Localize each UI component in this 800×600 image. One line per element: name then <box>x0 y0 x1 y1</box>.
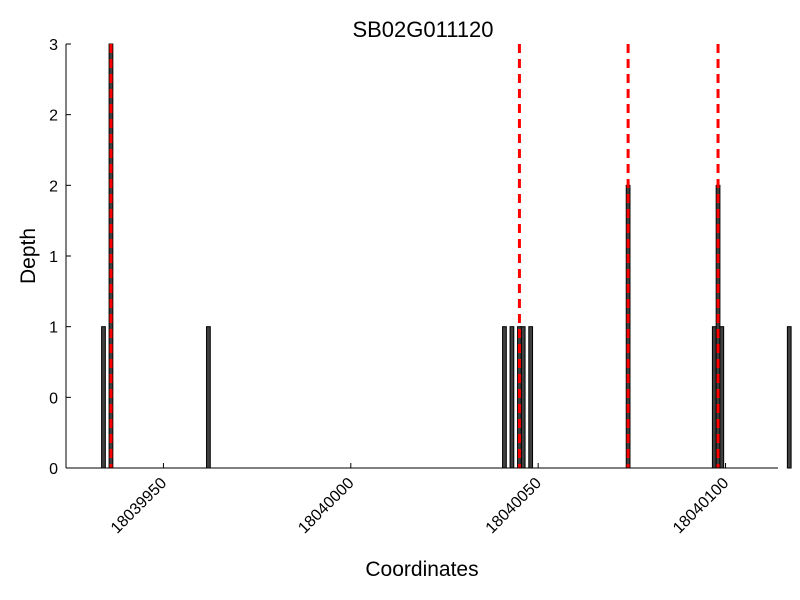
y-tick-label-2: 1 <box>49 320 58 337</box>
bar-3 <box>502 326 507 469</box>
y-tick-label-1: 0 <box>49 390 58 407</box>
y-axis-ticks: 0 0 1 1 2 2 3 <box>49 37 71 478</box>
x-tick-label-1: 18040000 <box>295 475 357 537</box>
x-tick-label-0: 18039950 <box>108 475 170 537</box>
x-tick-label-2: 18040050 <box>483 475 545 537</box>
bar-7 <box>528 326 534 469</box>
bar-6 <box>520 326 526 469</box>
y-tick-label-3: 1 <box>49 249 58 266</box>
y-axis-title: Depth <box>17 228 40 284</box>
x-tick-label-3: 18040100 <box>670 475 732 537</box>
bar-11 <box>719 326 725 469</box>
y-tick-label-6: 3 <box>49 37 58 54</box>
chart-title: SB02G011120 <box>352 17 493 42</box>
bar-0 <box>101 326 106 469</box>
marker-lines <box>109 44 720 468</box>
bar-12 <box>786 326 792 469</box>
y-tick-label-0: 0 <box>49 461 58 478</box>
bar-4 <box>509 326 515 469</box>
bar-2 <box>206 326 211 469</box>
axes <box>65 44 778 469</box>
bar-series <box>101 43 792 469</box>
y-tick-label-4: 2 <box>49 178 58 195</box>
y-tick-label-5: 2 <box>49 108 58 125</box>
bar-9 <box>711 326 717 469</box>
x-axis-ticks: 18039950 18040000 18040050 18040100 <box>108 463 732 537</box>
x-axis-title: Coordinates <box>365 558 478 581</box>
